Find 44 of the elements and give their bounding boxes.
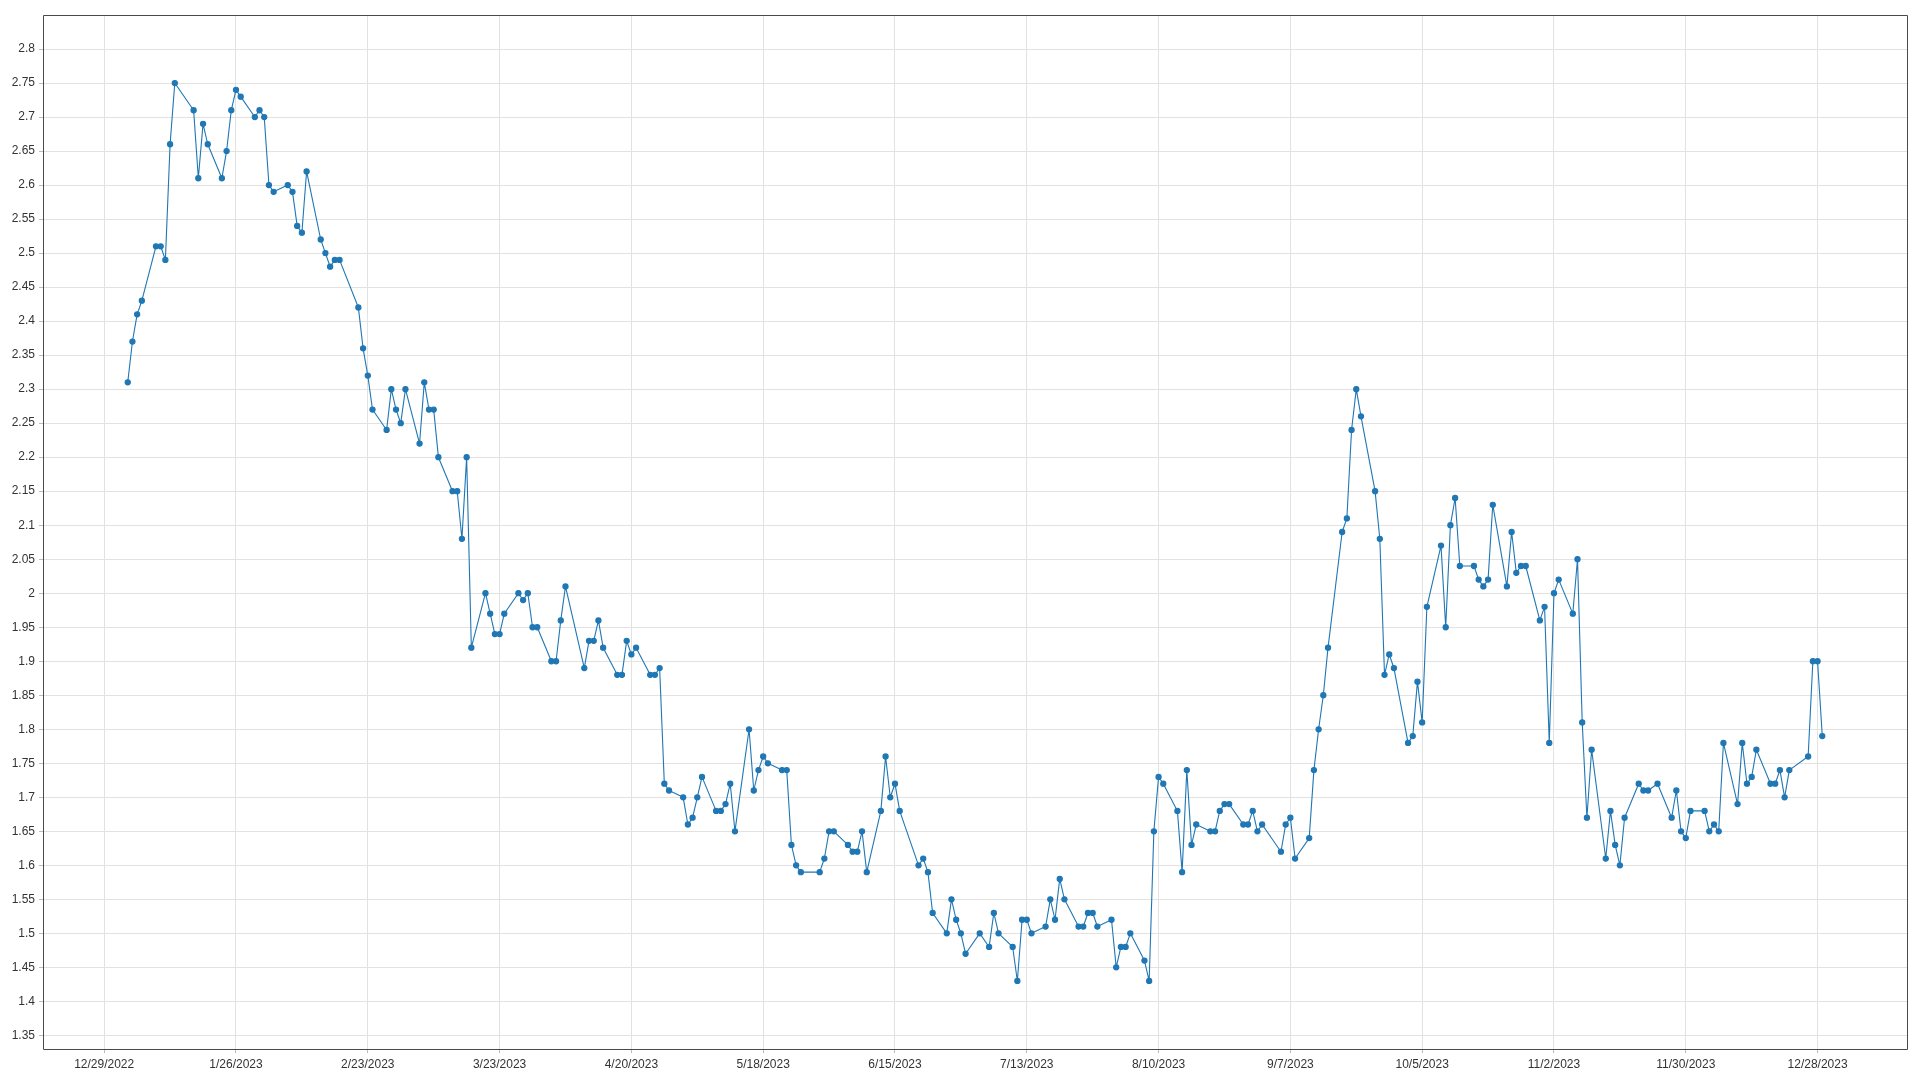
y-tick-label: 2.1 — [18, 517, 36, 532]
y-tick-label: 1.4 — [18, 993, 36, 1008]
y-tick-label: 2.35 — [11, 347, 36, 362]
y-tick-label: 1.8 — [18, 721, 36, 736]
y-tick-label: 2.05 — [11, 551, 36, 566]
x-tick-label: 5/18/2023 — [736, 1056, 791, 1071]
x-tick-label: 12/28/2023 — [1787, 1056, 1848, 1071]
x-tick-label: 4/20/2023 — [604, 1056, 659, 1071]
y-tick-label: 1.45 — [11, 959, 36, 974]
y-tick-label: 1.65 — [11, 823, 36, 838]
y-tick-label: 1.55 — [11, 891, 36, 906]
x-tick-label: 9/7/2023 — [1267, 1056, 1315, 1071]
y-tick-label: 1.75 — [11, 755, 36, 770]
y-tick-label: 2.8 — [18, 41, 36, 56]
y-tick-label: 2.3 — [18, 381, 36, 396]
x-tick-label: 12/29/2022 — [74, 1056, 135, 1071]
y-tick-label: 1.6 — [18, 857, 36, 872]
y-tick-label: 1.5 — [18, 925, 36, 940]
x-tick-label: 6/15/2023 — [868, 1056, 922, 1071]
x-tick-label: 2/23/2023 — [341, 1056, 395, 1071]
y-tick-label: 2.45 — [11, 279, 36, 294]
x-tick-label: 11/2/2023 — [1527, 1056, 1581, 1071]
y-tick-label: 2.7 — [18, 109, 36, 124]
x-tick-label: 11/30/2023 — [1656, 1056, 1716, 1071]
y-tick-label: 2.4 — [18, 313, 36, 328]
y-tick-label: 2.55 — [11, 211, 36, 226]
y-tick-label: 2.75 — [11, 75, 36, 90]
y-tick-label: 1.95 — [11, 619, 36, 634]
y-tick-label: 1.35 — [11, 1027, 36, 1042]
x-tick-label: 1/26/2023 — [209, 1056, 264, 1071]
x-tick-label: 7/13/2023 — [1000, 1056, 1054, 1071]
x-tick-label: 8/10/2023 — [1131, 1056, 1186, 1071]
y-tick-label: 2.6 — [18, 177, 36, 192]
y-tick-label: 2.25 — [11, 415, 36, 430]
x-tick-label: 3/23/2023 — [472, 1056, 527, 1071]
y-tick-label: 2 — [28, 585, 36, 600]
y-tick-label: 1.9 — [18, 653, 36, 668]
y-tick-label: 1.85 — [11, 687, 36, 702]
x-tick-label: 10/5/2023 — [1395, 1056, 1450, 1071]
y-tick-label: 2.15 — [11, 483, 36, 498]
y-tick-label: 2.2 — [18, 449, 36, 464]
y-tick-label: 2.5 — [18, 245, 36, 260]
y-tick-label: 1.7 — [18, 789, 36, 804]
y-tick-label: 2.65 — [11, 143, 36, 158]
